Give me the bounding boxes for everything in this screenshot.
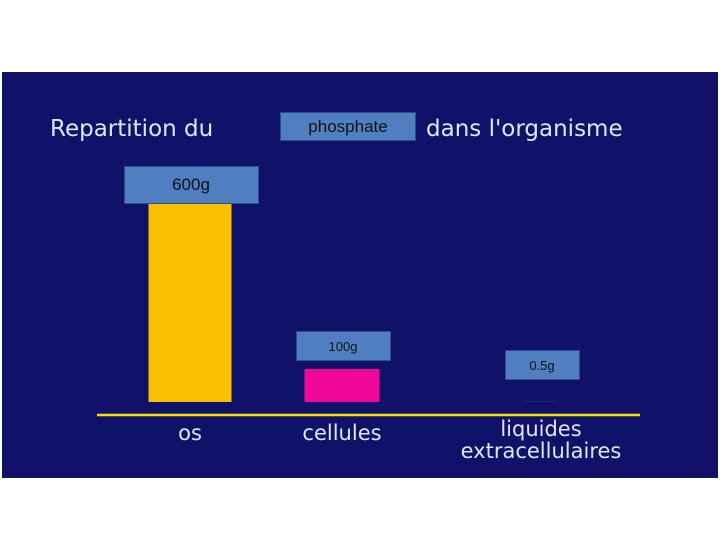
chart-title: Repartition du — [50, 116, 214, 142]
x-tick-label: os — [178, 421, 202, 445]
bar — [148, 204, 232, 402]
slide: Repartition du phosphate dans l'organism… — [2, 72, 718, 478]
value-label: 600g — [123, 166, 259, 204]
value-label: 0.5g — [504, 350, 580, 380]
title-highlight: phosphate — [280, 112, 416, 141]
x-tick-label: cellules — [302, 421, 382, 445]
x-tick-label: liquides extracellulaires — [460, 417, 622, 463]
chart-title-end: dans l'organisme — [426, 116, 623, 142]
bar — [304, 369, 380, 402]
chart — [97, 204, 640, 417]
value-label: 100g — [295, 331, 391, 361]
